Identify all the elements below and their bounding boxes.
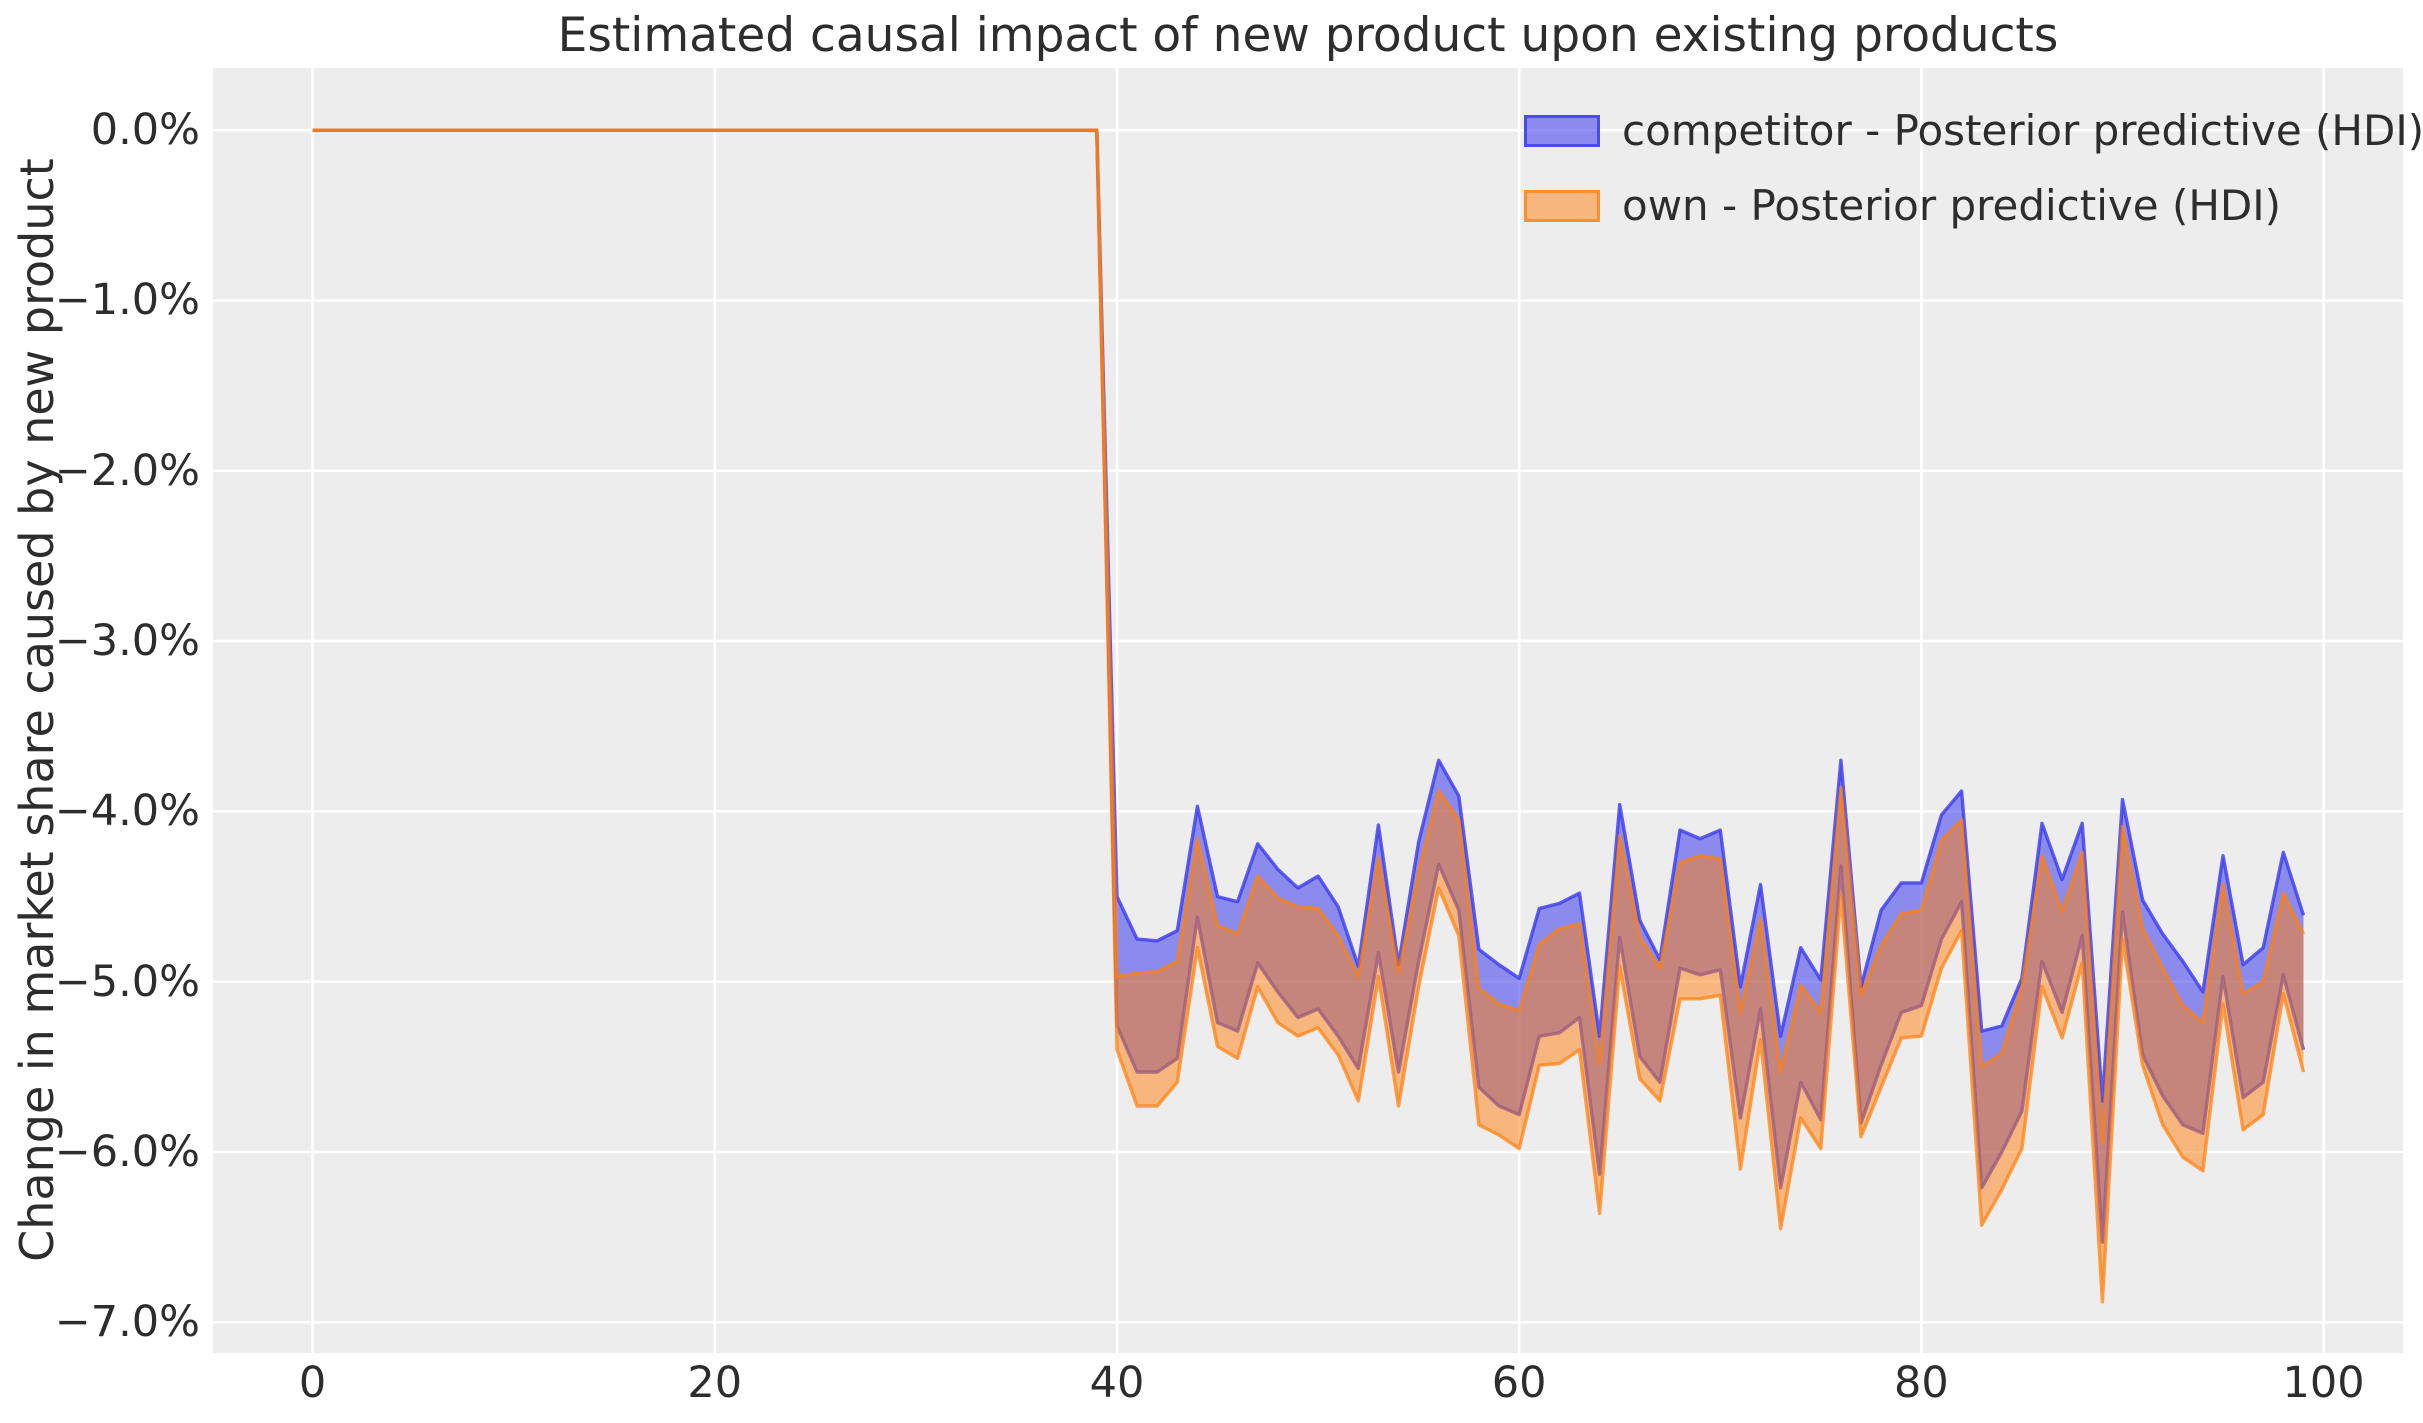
y-tick-label: −6.0%	[54, 1127, 200, 1178]
x-tick-label: 60	[1491, 1358, 1547, 1408]
legend-entry-competitor: competitor - Posterior predictive (HDI)	[1524, 106, 2423, 155]
x-tick-label: 100	[2282, 1358, 2365, 1408]
y-tick-label: −5.0%	[54, 956, 200, 1007]
x-tick-label: 20	[687, 1358, 743, 1408]
legend-entry-own: own - Posterior predictive (HDI)	[1524, 181, 2423, 230]
x-tick-label: 80	[1894, 1358, 1949, 1408]
y-tick-label: 0.0%	[90, 105, 200, 156]
own-hdi-band	[312, 130, 2304, 1302]
legend-swatch-competitor	[1524, 114, 1600, 147]
y-tick-label: −7.0%	[54, 1297, 200, 1348]
x-tick-label: 40	[1089, 1358, 1145, 1408]
y-tick-label: −4.0%	[54, 786, 200, 837]
own-lower-edge-line	[312, 128, 2306, 1304]
chart-title: Estimated causal impact of new product u…	[557, 8, 2059, 63]
competitor-hdi-band	[312, 130, 2304, 1243]
legend: competitor - Posterior predictive (HDI) o…	[1524, 106, 2423, 230]
y-tick-label: −3.0%	[54, 616, 200, 667]
legend-label-competitor: competitor - Posterior predictive (HDI)	[1622, 106, 2423, 155]
y-tick-label: −1.0%	[54, 275, 200, 326]
x-tick-label: 0	[298, 1358, 327, 1408]
legend-label-own: own - Posterior predictive (HDI)	[1622, 181, 2282, 230]
plot-background	[213, 68, 2403, 1353]
y-tick-label: −2.0%	[54, 445, 200, 496]
legend-swatch-own	[1524, 189, 1600, 222]
